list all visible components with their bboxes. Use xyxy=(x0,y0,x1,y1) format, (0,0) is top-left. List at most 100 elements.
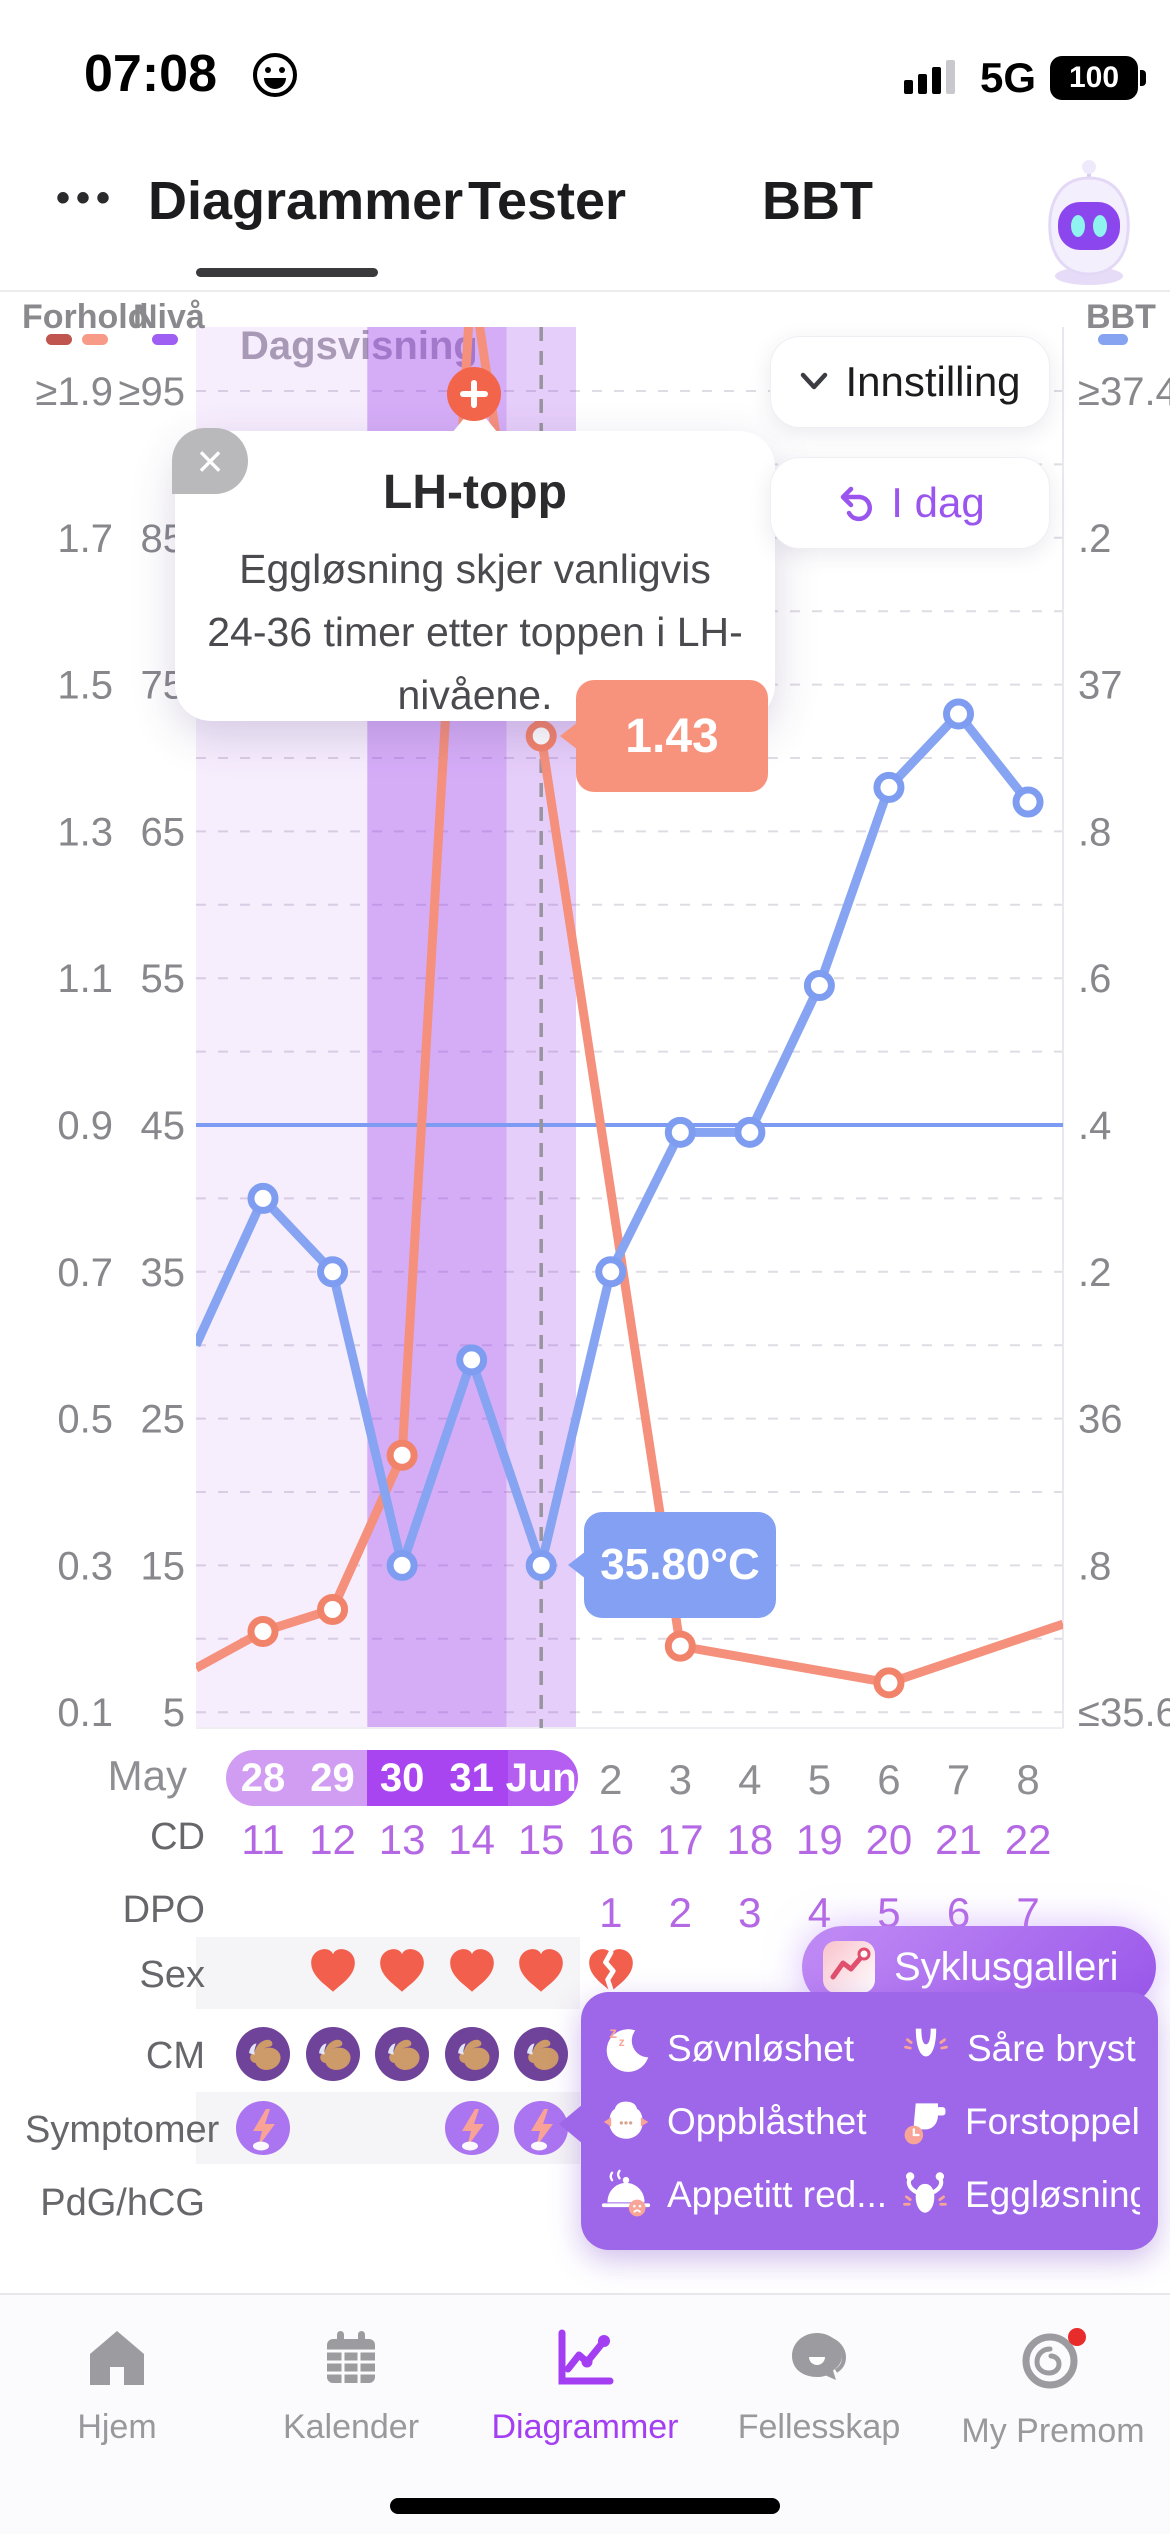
x-axis-day-label[interactable]: 6 xyxy=(877,1756,901,1803)
close-icon[interactable]: × xyxy=(172,428,248,494)
cm-mucus-icon[interactable] xyxy=(305,2026,361,2087)
x-axis-day-label[interactable]: 28 xyxy=(240,1756,286,1800)
y-axis-ratio-label: 0.3 xyxy=(57,1544,113,1588)
cm-mucus-icon[interactable] xyxy=(235,2026,291,2087)
today-button[interactable]: I dag xyxy=(770,457,1050,549)
cd-value: 21 xyxy=(935,1816,982,1863)
symptom-bolt-icon[interactable] xyxy=(235,2100,291,2161)
dpo-row-label: DPO xyxy=(122,1889,205,1931)
lh-data-point[interactable] xyxy=(386,1439,418,1471)
tab-fellesskap[interactable]: Fellesskap xyxy=(702,2295,936,2534)
cm-mucus-icon[interactable] xyxy=(374,2026,430,2087)
bloating-icon xyxy=(599,2096,653,2148)
cd-value: 15 xyxy=(517,1816,565,1863)
tab-diagrammer[interactable]: Diagrammer xyxy=(468,2295,702,2534)
y-axis-bbt-label: 36 xyxy=(1078,1398,1123,1442)
y-axis-level-label: 15 xyxy=(141,1544,186,1588)
cd-value: 22 xyxy=(1004,1816,1052,1863)
tab-diagrammer[interactable]: Diagrammer xyxy=(148,171,464,231)
symptom-item-sore-breasts[interactable]: Såre bryst xyxy=(899,2012,1140,2085)
x-axis-day-label[interactable]: 3 xyxy=(668,1756,692,1803)
x-axis-day-label[interactable]: 31 xyxy=(449,1756,494,1800)
bbt-data-point[interactable] xyxy=(803,970,835,1002)
x-axis-day-label[interactable]: 4 xyxy=(738,1756,762,1803)
lh-data-point[interactable] xyxy=(873,1667,905,1699)
cm-row-label: CM xyxy=(145,2035,205,2077)
bbt-data-point[interactable] xyxy=(456,1344,488,1376)
dpo-value: 1 xyxy=(599,1889,623,1936)
tooltip-body: Eggløsning skjer vanligvis 24-36 timer e… xyxy=(207,546,743,718)
sex-heart-icon[interactable] xyxy=(306,1947,360,2000)
x-axis-day-label[interactable]: 30 xyxy=(379,1756,425,1800)
cm-mucus-icon[interactable] xyxy=(513,2026,569,2087)
tab-hjem[interactable]: Hjem xyxy=(0,2295,234,2534)
chart-icon xyxy=(552,2327,618,2398)
symptom-item-moon-zz[interactable]: z z Søvnløshet xyxy=(599,2012,899,2085)
sex-heart-icon[interactable] xyxy=(375,1947,429,2000)
tab-kalender[interactable]: Kalender xyxy=(234,2295,468,2534)
bbt-data-point[interactable] xyxy=(525,1549,557,1581)
tab-bbt[interactable]: BBT xyxy=(762,171,873,231)
lh-data-point[interactable] xyxy=(317,1593,349,1625)
lh-peak-tooltip-card: LH-topp Eggløsning skjer vanligvis 24-36… xyxy=(175,405,775,721)
status-time: 07:08 xyxy=(84,45,217,103)
y-axis-level-label: 65 xyxy=(141,810,186,854)
legend-bbt-label: BBT xyxy=(1086,298,1156,336)
lh-peak-plus-marker[interactable] xyxy=(447,367,501,421)
bbt-data-point[interactable] xyxy=(317,1256,349,1288)
symptom-bolt-icon[interactable] xyxy=(444,2100,500,2161)
dpo-value: 7 xyxy=(1016,1889,1040,1936)
x-axis-day-label[interactable]: Jun xyxy=(505,1756,577,1800)
lh-data-point[interactable] xyxy=(525,720,557,752)
bbt-data-point[interactable] xyxy=(943,698,974,730)
x-axis-day-label[interactable]: 29 xyxy=(310,1756,355,1800)
bbt-data-point[interactable] xyxy=(1012,786,1044,818)
y-axis-ratio-label: 0.7 xyxy=(57,1251,113,1295)
bbt-data-point[interactable] xyxy=(664,1116,696,1148)
active-tab-underline xyxy=(196,268,378,277)
sex-heart-broken-icon[interactable] xyxy=(584,1947,638,2000)
cd-value: 18 xyxy=(726,1816,774,1863)
community-icon xyxy=(786,2327,852,2398)
bbt-data-point[interactable] xyxy=(386,1549,418,1581)
bbt-data-point[interactable] xyxy=(247,1182,279,1214)
signal-strength-icon xyxy=(903,58,966,99)
sex-row-label: Sex xyxy=(139,1954,205,1996)
symptom-item-bloating[interactable]: Oppblåsthet xyxy=(599,2085,899,2158)
bbt-data-point[interactable] xyxy=(595,1256,627,1288)
lh-data-point[interactable] xyxy=(247,1615,279,1647)
tab-my-premom[interactable]: My Premom xyxy=(936,2295,1170,2534)
symptom-bolt-icon[interactable] xyxy=(513,2100,569,2161)
legend-forhold-light-swatch xyxy=(82,334,108,345)
bbt-data-point[interactable] xyxy=(873,771,905,803)
y-axis-ratio-label: 0.9 xyxy=(57,1104,113,1148)
bbt-data-point[interactable] xyxy=(734,1116,766,1148)
x-axis-day-label[interactable]: 5 xyxy=(807,1756,832,1803)
sex-heart-icon[interactable] xyxy=(445,1947,499,2000)
legend-forhold-dark-swatch xyxy=(46,334,72,345)
grin-emoji-icon xyxy=(252,52,298,103)
cd-value: 19 xyxy=(796,1816,843,1863)
profile-icon xyxy=(1017,2327,1089,2402)
bbt-value-callout: 35.80°C xyxy=(568,1512,776,1618)
lh-data-point[interactable] xyxy=(664,1630,696,1662)
cm-mucus-icon[interactable] xyxy=(444,2026,500,2087)
network-type-label: 5G xyxy=(979,54,1036,101)
sex-heart-icon[interactable] xyxy=(514,1947,568,2000)
legend-forhold-label: Forhold xyxy=(22,298,149,336)
more-menu-button[interactable]: ••• xyxy=(56,176,117,220)
home-indicator[interactable] xyxy=(390,2498,780,2514)
settings-button[interactable]: Innstilling xyxy=(770,336,1050,428)
y-axis-bbt-label: 37 xyxy=(1078,664,1123,708)
x-axis-day-label[interactable]: 7 xyxy=(946,1756,971,1803)
tab-tester[interactable]: Tester xyxy=(468,171,627,231)
assistant-robot-icon[interactable] xyxy=(1028,158,1150,291)
symptom-item-appetite-reduced[interactable]: Appetitt red... xyxy=(599,2158,899,2231)
svg-text:z: z xyxy=(609,2024,617,2041)
x-axis-day-label[interactable]: 8 xyxy=(1016,1756,1040,1803)
x-axis-day-label[interactable]: 2 xyxy=(599,1756,623,1803)
symptom-item-constipation[interactable]: Forstoppelse xyxy=(899,2085,1140,2158)
chart-thumbnail-icon xyxy=(823,1941,875,1993)
